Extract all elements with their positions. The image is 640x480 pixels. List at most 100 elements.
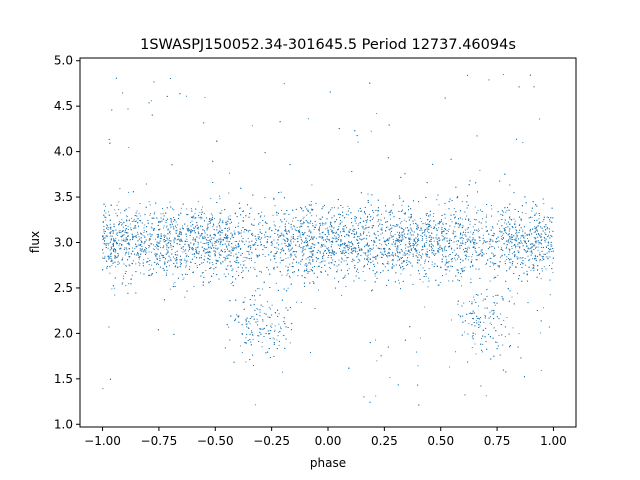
data-point: [176, 259, 178, 261]
data-point: [127, 229, 129, 231]
data-point: [453, 207, 455, 210]
data-point: [133, 218, 135, 220]
data-point: [452, 252, 454, 254]
data-point: [333, 235, 336, 237]
data-point: [506, 223, 508, 225]
data-point: [503, 233, 505, 235]
data-point: [419, 337, 421, 339]
data-point: [153, 244, 155, 246]
data-point: [109, 223, 111, 225]
data-point: [464, 266, 466, 268]
data-point: [353, 230, 355, 233]
data-point: [377, 235, 379, 237]
data-point: [235, 262, 237, 264]
data-point: [219, 226, 221, 228]
data-point: [281, 234, 283, 237]
data-point: [551, 245, 553, 247]
data-point: [302, 246, 304, 248]
data-point: [466, 215, 468, 217]
data-point: [410, 239, 412, 241]
data-point: [482, 300, 484, 302]
data-point: [368, 245, 370, 247]
data-point: [368, 250, 370, 252]
data-point: [259, 222, 261, 224]
data-point: [471, 256, 473, 258]
data-point: [536, 269, 539, 271]
data-point: [220, 212, 222, 214]
data-point: [250, 259, 252, 261]
data-point: [236, 270, 238, 272]
data-point: [126, 251, 128, 253]
data-point: [138, 258, 140, 260]
data-point: [418, 273, 420, 275]
data-point: [203, 237, 205, 240]
data-point: [156, 262, 159, 264]
data-point: [422, 246, 424, 248]
data-point: [217, 223, 219, 225]
data-point: [472, 226, 474, 228]
data-point: [168, 265, 170, 267]
data-point: [177, 224, 179, 226]
data-point: [338, 225, 340, 227]
data-point: [114, 241, 116, 243]
data-point: [436, 228, 438, 230]
data-point: [374, 275, 376, 277]
data-point: [487, 259, 489, 261]
data-point: [461, 200, 463, 202]
data-point: [258, 238, 260, 240]
data-point: [523, 237, 525, 239]
data-point: [518, 333, 520, 335]
data-point: [369, 250, 372, 252]
data-point: [276, 339, 278, 341]
data-point: [184, 296, 186, 298]
data-point: [281, 209, 283, 211]
data-point: [122, 275, 124, 277]
data-point: [481, 227, 483, 229]
data-point: [519, 247, 521, 249]
data-point: [471, 259, 473, 261]
data-point: [372, 260, 374, 262]
data-point: [281, 233, 283, 235]
data-point: [363, 210, 366, 212]
data-point: [505, 232, 508, 234]
data-point: [448, 228, 450, 230]
data-point: [282, 234, 284, 236]
data-point: [446, 266, 448, 268]
data-point: [338, 236, 340, 239]
data-point: [285, 257, 287, 260]
data-point: [102, 257, 104, 259]
data-point: [348, 244, 350, 246]
data-point: [485, 252, 487, 255]
data-point: [194, 256, 196, 258]
data-point: [253, 218, 255, 220]
data-point: [170, 258, 172, 261]
data-point: [240, 235, 243, 237]
data-point: [492, 253, 494, 255]
data-point: [476, 255, 478, 257]
data-point: [333, 207, 336, 209]
data-point: [376, 112, 378, 115]
data-point: [475, 353, 477, 355]
data-point: [211, 237, 213, 239]
data-point: [128, 241, 130, 244]
data-point: [420, 235, 422, 237]
data-point: [350, 240, 353, 242]
data-point: [264, 255, 266, 258]
data-point: [247, 231, 249, 233]
data-point: [215, 244, 217, 247]
data-point: [167, 249, 169, 251]
data-point: [551, 262, 553, 264]
data-point: [547, 234, 550, 236]
data-point: [225, 221, 228, 223]
data-point: [118, 201, 120, 203]
data-point: [228, 192, 230, 194]
data-point: [438, 227, 440, 229]
data-point: [467, 246, 469, 248]
data-point: [455, 221, 457, 223]
data-point: [218, 252, 220, 254]
data-point: [534, 213, 536, 215]
data-point: [529, 251, 531, 253]
data-point: [205, 269, 207, 272]
data-point: [389, 249, 391, 251]
